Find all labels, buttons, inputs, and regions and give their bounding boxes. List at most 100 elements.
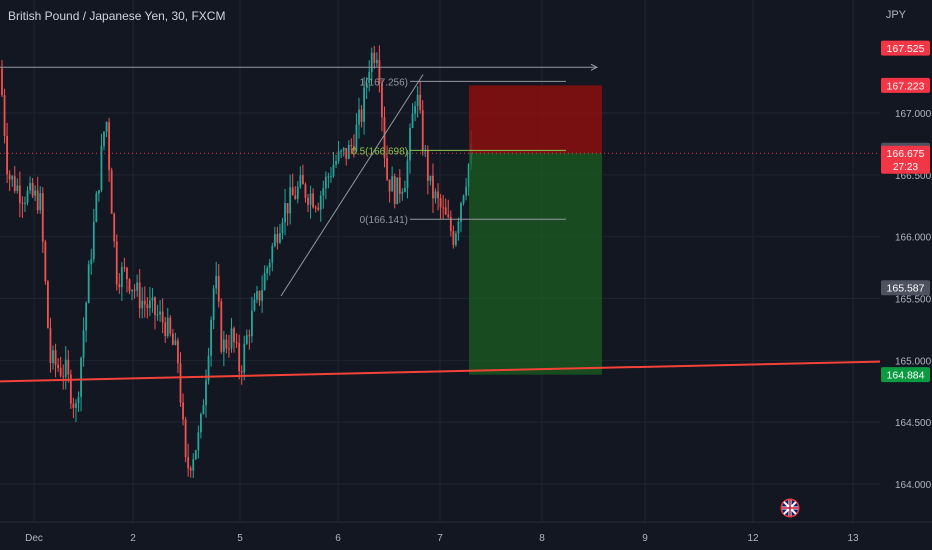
candle-body <box>36 190 39 211</box>
candle-body <box>465 186 467 196</box>
candle-body <box>353 146 355 152</box>
candle-body <box>345 147 348 159</box>
candle-body <box>322 188 325 196</box>
candle-body <box>59 367 62 376</box>
candle-body <box>393 176 396 205</box>
candle-body <box>197 432 200 451</box>
time-axis-tick: 7 <box>437 533 443 544</box>
candle-body <box>49 327 52 364</box>
candle-body <box>8 174 11 180</box>
candle-body <box>386 158 388 180</box>
candle-body <box>437 191 439 199</box>
candle-body <box>44 241 47 282</box>
candle-body <box>378 60 381 84</box>
fib-level-label: 0.5(166.698) <box>351 146 408 157</box>
candle-body <box>184 419 187 458</box>
candle-body <box>398 177 401 194</box>
time-axis-tick: 9 <box>642 533 648 544</box>
candle-body <box>200 413 202 433</box>
candle-body <box>192 459 195 471</box>
candle-body <box>312 193 314 208</box>
candle-body <box>31 182 34 196</box>
fib-level-label: 0(166.141) <box>360 215 408 226</box>
price-axis-tick: 166.500 <box>895 171 932 182</box>
candle-body <box>243 343 246 373</box>
price-label-badge <box>881 77 930 93</box>
support-trendline[interactable] <box>0 360 881 383</box>
candle-body <box>166 317 169 336</box>
candle-body <box>120 267 123 288</box>
candle-body <box>39 193 42 211</box>
candle-body <box>212 288 215 320</box>
fib-trend-line[interactable] <box>280 74 424 297</box>
candle-body <box>432 175 434 199</box>
candle-body <box>141 300 144 309</box>
candle-body <box>238 342 241 372</box>
candle-body <box>26 190 29 203</box>
candle-body <box>187 457 190 469</box>
candle-body <box>302 175 304 185</box>
candle-body <box>350 144 353 147</box>
candle-body <box>128 279 131 292</box>
time-axis-tick: 13 <box>847 533 859 544</box>
candle-body <box>273 234 276 247</box>
candle-body <box>133 289 136 291</box>
candle-body <box>368 71 371 83</box>
candle-body <box>77 396 80 404</box>
candle-body <box>263 273 266 290</box>
symbol-title: British Pound / Japanese Yen, 30, FXCM <box>8 9 226 23</box>
candle-body <box>383 117 386 159</box>
candle-body <box>332 164 335 177</box>
candle-body <box>256 291 258 300</box>
candle-body <box>414 106 416 114</box>
candle-body <box>416 94 419 107</box>
price-label-text: 165.587 <box>887 283 925 295</box>
candle-body <box>296 186 299 199</box>
candle-body <box>230 328 233 349</box>
stop-loss-zone[interactable] <box>469 85 602 154</box>
candle-body <box>426 150 429 181</box>
price-axis-tick: 166.000 <box>895 233 932 244</box>
time-axis-tick: 12 <box>747 533 759 544</box>
candle-body <box>95 193 98 222</box>
candle-body <box>156 314 159 316</box>
candle-body <box>210 319 212 356</box>
candle-body <box>406 160 409 188</box>
candle-body <box>118 284 121 288</box>
candle-body <box>151 297 154 301</box>
candle-body <box>271 246 274 263</box>
candle-body <box>82 330 85 358</box>
candle-body <box>444 207 447 215</box>
candle-body <box>467 164 470 187</box>
candle-body <box>182 402 184 420</box>
candle-body <box>41 193 44 242</box>
candle-body <box>54 350 57 365</box>
candle-body <box>202 405 205 414</box>
candle-body <box>123 267 126 269</box>
time-axis-tick: 5 <box>237 533 243 544</box>
candle-body <box>455 233 457 245</box>
candle-body <box>411 113 414 128</box>
candle-body <box>136 282 139 291</box>
candle-body <box>261 289 263 301</box>
candle-body <box>131 289 133 292</box>
candle-body <box>434 191 437 199</box>
candle-body <box>205 380 207 406</box>
candle-body <box>69 374 72 404</box>
candle-body <box>87 264 90 304</box>
take-profit-zone[interactable] <box>469 153 602 375</box>
candle-body <box>72 403 75 408</box>
candle-body <box>324 176 327 189</box>
candle-body <box>220 301 223 352</box>
price-axis-tick: 167.000 <box>895 109 932 120</box>
candle-body <box>370 52 373 72</box>
currency-label: JPY <box>885 9 906 21</box>
ray-arrow-icon <box>590 63 599 71</box>
candle-body <box>276 234 279 243</box>
candle-body <box>90 259 93 265</box>
candle-body <box>189 468 192 471</box>
candle-body <box>335 160 337 165</box>
candle-body <box>319 195 322 210</box>
